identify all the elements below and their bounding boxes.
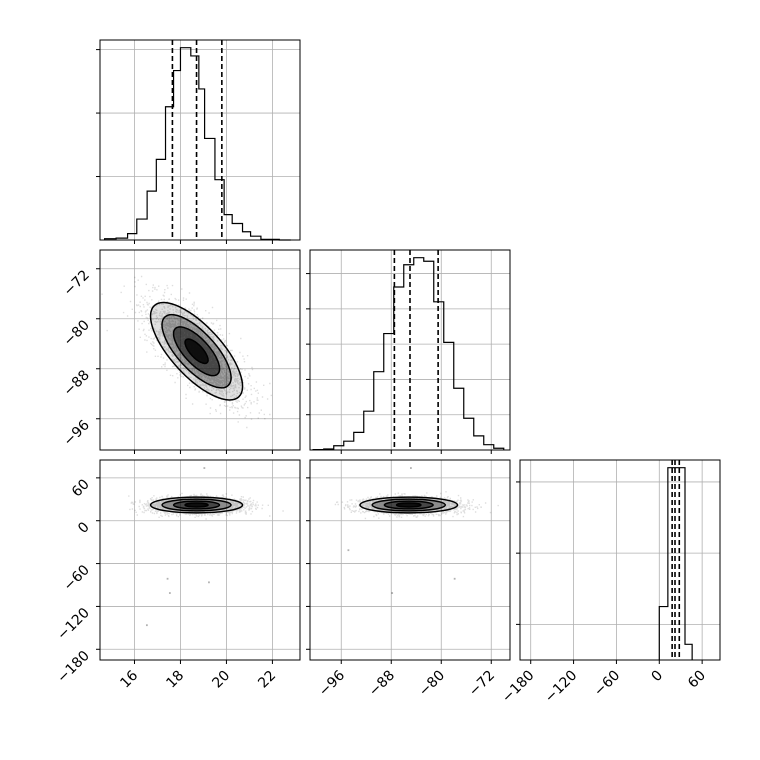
contour-line [172,500,221,510]
x-tick-label: 60 [685,668,709,692]
y-tick-label: −72 [61,267,93,299]
y-tick-label: −60 [61,562,93,594]
histogram-step [658,467,693,660]
outlier-point [166,577,169,580]
scatter-panel-1-2: −96 −88 −80 −72 [306,459,511,700]
panel-frame [309,459,511,661]
hist-panel-1 [306,249,511,454]
x-tick-label: 20 [209,668,233,692]
y-tick-label: −120 [54,605,93,644]
hist-panel-0 [96,39,301,244]
x-tick-label: −180 [499,668,538,707]
x-tick-label: −88 [366,668,398,700]
contour-line [395,502,422,508]
scatter-panel-0-2: −180 −120 −60 0 60 16 18 20 22 [54,459,301,692]
y-tick-label: −88 [61,367,93,399]
density-layer [128,467,284,627]
density-layer [334,467,499,594]
panel-frame [99,459,301,661]
contour-line [371,498,447,512]
panel-frame [519,459,721,661]
contour-line [149,301,244,401]
y-tick-label: −180 [54,648,93,687]
y-tick-label: −80 [61,317,93,349]
panel-frame [309,249,511,451]
contour-line [359,496,459,514]
x-tick-label: −72 [466,668,498,700]
y-tick-label: 0 [75,519,93,537]
x-tick-label: 0 [648,668,666,686]
contour-line [184,338,209,365]
contour-line [149,496,244,514]
y-tick-label: 60 [69,476,93,500]
contour-line [161,313,232,389]
y-tick-label: −96 [61,417,93,449]
outlier-point [453,577,456,580]
x-tick-label: −120 [542,668,581,707]
outlier-point [145,624,148,627]
contour-line [161,498,232,512]
contour-line [383,500,434,510]
x-tick-label: 22 [255,668,279,692]
outlier-point [203,467,206,469]
density-layer [101,275,273,429]
outlier-point [347,549,350,552]
hist-panel-2: −180 −120 −60 0 60 [499,459,721,707]
x-tick-label: 18 [163,668,187,692]
x-tick-label: −96 [316,667,348,699]
outlier-point [391,592,394,594]
x-tick-label: 16 [117,667,141,691]
panel-frame [99,39,301,241]
x-tick-label: −80 [416,668,448,700]
x-tick-label: −60 [591,668,623,700]
density-fill [185,339,209,364]
outlier-point [410,467,412,469]
contour-line [172,326,221,377]
outlier-point [208,581,210,584]
scatter-panel-0-1: −96 −88 −80 −72 [61,249,301,454]
panel-frame [99,249,301,451]
histogram-step [312,257,505,451]
outlier-point [168,592,171,594]
contour-line [184,502,209,508]
histogram-step [103,47,291,241]
